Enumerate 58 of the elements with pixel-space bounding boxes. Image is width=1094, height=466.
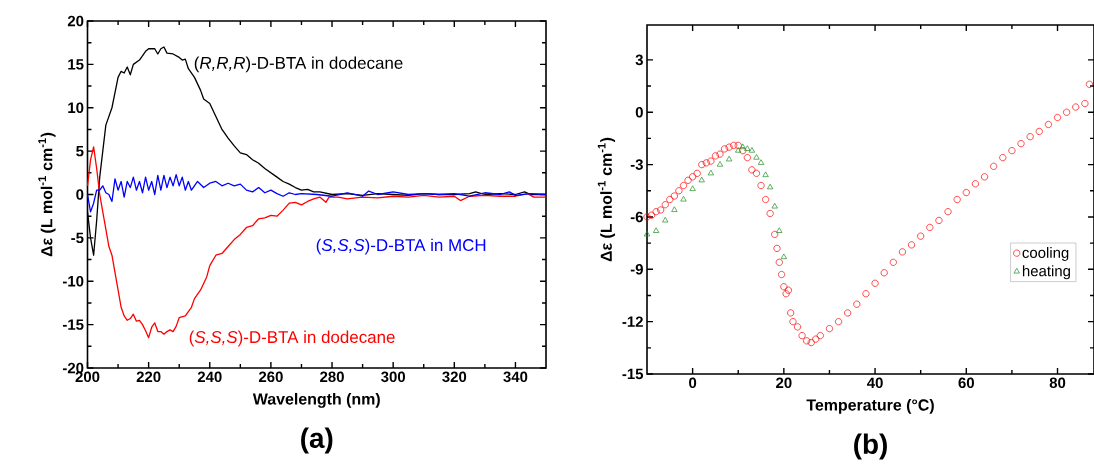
- y-tick-label: 3: [635, 54, 643, 66]
- y-tick-label: 20: [67, 15, 84, 27]
- text: (S,S,S)-D-BTA in MCH: [316, 238, 486, 255]
- point: [643, 230, 651, 237]
- series-label: (S,S,S)-D-BTA in dodecane: [189, 330, 395, 347]
- x-tick-label: 260: [258, 371, 283, 383]
- x-axis-title: Temperature (°C): [806, 398, 934, 414]
- y-tick-label: -9: [630, 264, 643, 275]
- x-tick-label: 280: [320, 371, 344, 383]
- y-tick-label: 10: [68, 102, 84, 114]
- point: [698, 176, 705, 183]
- point: [757, 159, 765, 165]
- line-series: [86, 173, 547, 213]
- x-tick-label: 20: [776, 377, 792, 389]
- y-axis-title: Δε (L mol$^{-1}$ cm$^{-1}$): [597, 137, 616, 262]
- point: [776, 227, 783, 233]
- y-axis-title: Δε (L mol$^{-1}$ cm$^{-1}$): [38, 132, 56, 257]
- legend-label: heating: [1022, 265, 1070, 280]
- x-tick-label: 40: [866, 377, 883, 389]
- y-tick-label: -15: [62, 319, 84, 330]
- x-axis-title: Wavelength (nm): [252, 392, 380, 408]
- x-tick-label: 80: [1049, 377, 1066, 389]
- y-tick-label: 5: [76, 145, 84, 157]
- y-tick-label: 0: [76, 189, 84, 200]
- x-tick-label: 240: [197, 371, 222, 383]
- x-tick-label: 340: [503, 371, 528, 383]
- point: [767, 183, 774, 190]
- point: [680, 195, 687, 202]
- point: [707, 169, 714, 176]
- y-tick-label: -3: [630, 159, 643, 170]
- x-tick-label: 60: [958, 377, 974, 389]
- point: [671, 206, 678, 212]
- point: [662, 216, 669, 223]
- point: [771, 202, 778, 209]
- y-tick-label: -10: [62, 275, 84, 287]
- y-tick-label: 0: [635, 106, 643, 118]
- legend-label: cooling: [1022, 247, 1069, 261]
- point: [780, 253, 787, 260]
- point: [748, 147, 756, 153]
- y-tick-label: -5: [71, 232, 84, 244]
- point: [753, 154, 760, 160]
- point: [689, 185, 696, 191]
- y-tick-label: -15: [622, 368, 644, 380]
- point: [726, 155, 733, 162]
- point: [762, 171, 769, 178]
- point: [744, 145, 751, 151]
- x-tick-label: 300: [381, 371, 406, 383]
- x-tick-label: 0: [689, 377, 697, 389]
- y-tick-label: 15: [68, 59, 84, 70]
- point: [653, 227, 660, 233]
- series-label: (R,R,R)-D-BTA in dodecane: [194, 56, 403, 73]
- y-tick-label: -6: [630, 211, 643, 223]
- point: [716, 161, 724, 167]
- text: (a): [301, 427, 333, 454]
- x-tick-label: 320: [442, 371, 467, 383]
- text: (b): [854, 433, 887, 460]
- y-tick-label: -12: [622, 316, 643, 327]
- x-tick-label: 220: [136, 371, 161, 383]
